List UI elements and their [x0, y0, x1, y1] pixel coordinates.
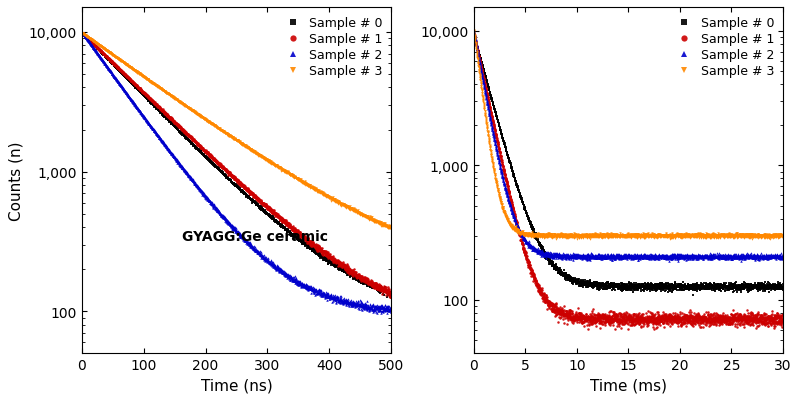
- Sample # 1: [475, 62, 485, 67]
- Sample # 1: [734, 315, 743, 320]
- Sample # 2: [321, 294, 330, 299]
- Sample # 3: [475, 77, 485, 82]
- Sample # 2: [734, 253, 743, 258]
- Sample # 2: [378, 305, 387, 310]
- Sample # 2: [778, 255, 788, 259]
- Sample # 3: [77, 32, 87, 36]
- Sample # 0: [688, 292, 698, 297]
- Sample # 3: [227, 135, 237, 140]
- Y-axis label: Counts (n): Counts (n): [8, 141, 23, 221]
- Sample # 3: [321, 194, 330, 198]
- Sample # 1: [386, 295, 395, 300]
- Sample # 0: [734, 283, 743, 288]
- Text: GYAGG:Ge ceramic: GYAGG:Ge ceramic: [182, 229, 328, 243]
- Sample # 2: [469, 29, 478, 34]
- Sample # 0: [77, 31, 87, 36]
- Sample # 0: [778, 284, 788, 289]
- Sample # 1: [721, 315, 730, 320]
- Sample # 0: [721, 285, 730, 290]
- Sample # 3: [734, 235, 743, 239]
- Sample # 2: [372, 311, 382, 316]
- Sample # 3: [721, 234, 730, 239]
- Sample # 1: [589, 312, 598, 317]
- Sample # 2: [93, 52, 102, 57]
- Sample # 0: [93, 47, 102, 52]
- Sample # 3: [219, 130, 229, 135]
- Sample # 3: [386, 224, 396, 229]
- Sample # 1: [378, 285, 387, 290]
- X-axis label: Time (ns): Time (ns): [201, 378, 272, 393]
- Sample # 2: [386, 310, 396, 314]
- Sample # 3: [589, 233, 598, 238]
- Line: Sample # 3: Sample # 3: [473, 30, 784, 241]
- Sample # 1: [321, 253, 330, 258]
- Sample # 1: [745, 322, 754, 326]
- Line: Sample # 1: Sample # 1: [81, 32, 392, 299]
- Legend: Sample # 0, Sample # 1, Sample # 2, Sample # 3: Sample # 0, Sample # 1, Sample # 2, Samp…: [275, 12, 387, 83]
- Sample # 1: [469, 32, 478, 36]
- Sample # 2: [721, 253, 730, 258]
- Sample # 0: [378, 289, 387, 294]
- Line: Sample # 2: Sample # 2: [473, 30, 784, 263]
- Line: Sample # 0: Sample # 0: [473, 33, 784, 296]
- Sample # 2: [642, 254, 651, 259]
- Sample # 0: [589, 280, 598, 285]
- Sample # 3: [377, 224, 386, 229]
- Sample # 2: [77, 30, 87, 35]
- Sample # 1: [227, 175, 237, 180]
- Sample # 3: [778, 233, 788, 237]
- Sample # 2: [737, 259, 746, 264]
- Sample # 0: [219, 172, 229, 177]
- Sample # 0: [227, 180, 237, 184]
- Sample # 0: [377, 288, 386, 292]
- Sample # 2: [219, 215, 229, 220]
- Sample # 1: [584, 327, 594, 332]
- Sample # 2: [745, 255, 754, 259]
- Sample # 1: [386, 291, 396, 296]
- Sample # 1: [77, 31, 87, 36]
- Sample # 1: [642, 318, 651, 322]
- Sample # 1: [377, 286, 386, 291]
- Sample # 3: [642, 233, 651, 237]
- Sample # 3: [745, 236, 754, 241]
- Sample # 3: [93, 43, 102, 48]
- Sample # 2: [589, 255, 598, 260]
- Sample # 0: [386, 293, 396, 298]
- Line: Sample # 3: Sample # 3: [81, 33, 392, 230]
- Sample # 1: [93, 47, 102, 52]
- Sample # 3: [765, 237, 774, 241]
- Line: Sample # 1: Sample # 1: [473, 33, 784, 331]
- Sample # 1: [219, 166, 229, 170]
- Sample # 0: [321, 256, 330, 261]
- Sample # 0: [475, 55, 485, 60]
- Sample # 3: [469, 28, 478, 33]
- Sample # 1: [778, 321, 788, 326]
- Sample # 0: [382, 295, 391, 300]
- Sample # 3: [378, 222, 387, 227]
- Sample # 2: [378, 306, 387, 311]
- Legend: Sample # 0, Sample # 1, Sample # 2, Sample # 3: Sample # 0, Sample # 1, Sample # 2, Samp…: [667, 12, 779, 83]
- Line: Sample # 0: Sample # 0: [81, 32, 392, 299]
- Sample # 0: [642, 284, 651, 289]
- Sample # 3: [386, 227, 395, 231]
- X-axis label: Time (ms): Time (ms): [590, 378, 667, 393]
- Sample # 0: [469, 32, 478, 36]
- Line: Sample # 2: Sample # 2: [81, 32, 392, 314]
- Sample # 2: [227, 226, 237, 231]
- Sample # 2: [475, 64, 485, 69]
- Sample # 0: [745, 286, 754, 291]
